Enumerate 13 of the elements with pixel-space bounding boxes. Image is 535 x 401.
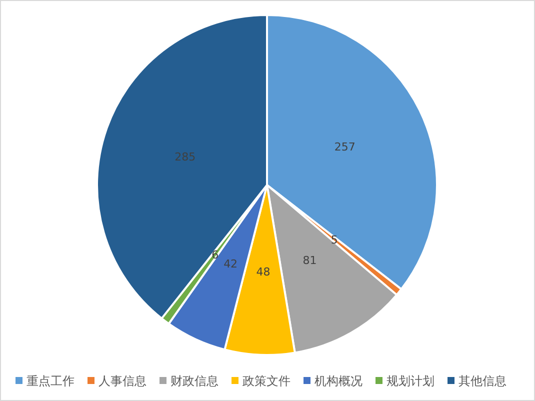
data-label: 81 [302, 254, 317, 268]
legend-label: 机构概况 [314, 374, 362, 388]
data-label: 285 [174, 150, 196, 164]
legend-label: 规划计划 [386, 374, 434, 388]
legend-label: 重点工作 [26, 374, 74, 388]
legend-label: 财政信息 [170, 374, 218, 388]
legend-label: 政策文件 [242, 374, 290, 388]
legend-label: 其他信息 [458, 374, 506, 388]
data-label: 257 [334, 140, 356, 154]
legend-label: 人事信息 [98, 374, 146, 388]
data-label: 48 [256, 265, 270, 278]
data-label: 6 [212, 248, 219, 262]
data-label: 42 [224, 258, 238, 271]
